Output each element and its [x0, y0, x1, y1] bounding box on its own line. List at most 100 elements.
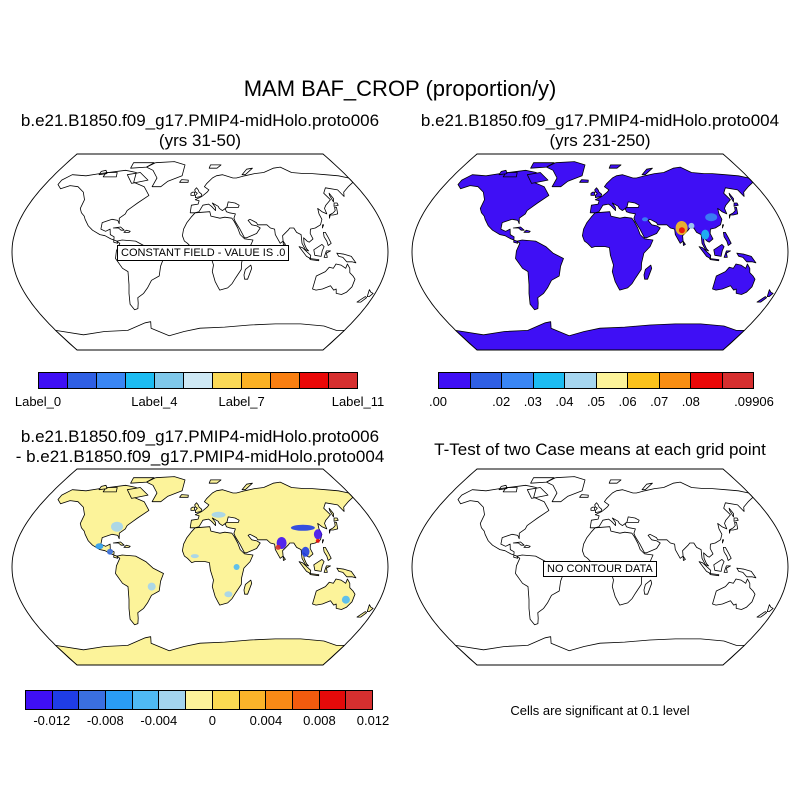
- coastline-ireland: [590, 506, 595, 511]
- coastline-baffin: [526, 487, 549, 499]
- panel-title-bottom-right: T-Test of two Case means at each grid po…: [400, 440, 800, 460]
- colorbar-tick-label: 0: [208, 713, 216, 728]
- constant-field-message: CONSTANT FIELD - VALUE IS .0: [117, 245, 290, 261]
- coastline-sakhalin: [328, 507, 334, 518]
- colorbar-cell: [68, 373, 97, 388]
- colorbar-tick-label: Label_7: [218, 394, 265, 409]
- coastline-iceland: [579, 179, 589, 183]
- colorbar-cell: [533, 373, 565, 388]
- coastline-banks-isl: [98, 169, 108, 176]
- coastline-baffin: [126, 172, 149, 184]
- cell-mexico: [95, 543, 104, 550]
- colorbar-cell: [346, 691, 372, 709]
- coastline-sulawesi: [323, 250, 331, 258]
- coastline-sri-lanka: [282, 240, 286, 246]
- map-border: [411, 153, 789, 351]
- coastline-hokkaido: [733, 517, 739, 522]
- cell-us-east: [111, 521, 123, 532]
- coastline-svalbard: [208, 164, 222, 169]
- coastline-new-guinea: [336, 567, 357, 579]
- coastline-north-america: [57, 484, 150, 559]
- coastline-madagascar: [243, 264, 253, 280]
- colorbar-tick-label: .06: [618, 394, 637, 409]
- coastline-antarctica: [55, 636, 345, 665]
- coastline-borneo: [313, 244, 325, 257]
- colorbar-cell: [159, 691, 187, 709]
- coastline-iceland: [579, 494, 589, 498]
- colorbar-cell: [565, 373, 597, 388]
- colorbar-tick-label: .00: [428, 394, 448, 409]
- colorbar-cell: [213, 373, 242, 388]
- coastline-new-guinea: [336, 252, 357, 264]
- coastline-java: [709, 573, 720, 577]
- coastline-madagascar: [643, 264, 653, 280]
- colorbar-cell: [329, 373, 357, 388]
- cell-china: [705, 213, 718, 222]
- coastline-eurasia: [189, 166, 354, 252]
- coastline-baffin: [126, 487, 149, 499]
- coastline-taiwan: [322, 539, 324, 544]
- colorbar-cell: [292, 691, 320, 709]
- cell-east-china-pos: [315, 538, 320, 543]
- colorbar-cell: [212, 691, 240, 709]
- cell-africa-east: [233, 564, 240, 570]
- colorbar-tick-label: Label_11: [331, 394, 385, 409]
- coastline-north-america: [457, 484, 550, 559]
- colorbar-tick-label: -0.008: [86, 713, 124, 728]
- cell-india-core: [678, 227, 685, 234]
- coastline-cuba: [112, 226, 125, 231]
- coastline-australia: [712, 578, 756, 610]
- colorbar-bottom-left: [25, 690, 373, 710]
- coastline-ellesmere: [530, 477, 555, 484]
- coastline-banks-isl: [498, 484, 508, 491]
- coastline-ellesmere: [130, 162, 155, 169]
- colorbar-cell: [722, 373, 753, 388]
- coastline-hispaniola: [523, 544, 531, 548]
- coastline-africa: [182, 526, 254, 606]
- colorbar-cell: [39, 373, 68, 388]
- coastline-svalbard: [608, 479, 622, 484]
- coastline-australia: [312, 263, 356, 295]
- coastline-hispaniola: [123, 229, 131, 233]
- coastline-philippines: [723, 547, 732, 561]
- colorbar-cell: [126, 373, 155, 388]
- colorbar-tick-label: 0.004: [249, 713, 283, 728]
- colorbar-cell: [470, 373, 502, 388]
- coastline-antarctica: [455, 321, 745, 350]
- colorbar-tick-label: 0.012: [356, 713, 390, 728]
- panel-title-line2: - b.e21.B1850.f09_g17.PMIP4-midHolo.prot…: [15, 447, 385, 466]
- coastline-ireland: [590, 191, 595, 196]
- map-border: [11, 153, 389, 351]
- cell-india-pos: [275, 544, 281, 550]
- coastline-australia: [712, 263, 756, 295]
- coastline-ireland: [190, 191, 195, 196]
- coastline-novaya-zemlya: [641, 482, 653, 491]
- colorbar-cell: [596, 373, 628, 388]
- coastline-greenland: [546, 476, 586, 503]
- coastline-new-zealand-n: [366, 289, 374, 297]
- coastline-sakhalin: [728, 192, 734, 203]
- cell-europe: [211, 511, 226, 518]
- coastline-new-guinea: [736, 252, 757, 264]
- colorbar-tick-label: -0.012: [33, 713, 71, 728]
- cell-china-belt: [290, 524, 315, 531]
- panel-title-line1: b.e21.B1850.f09_g17.PMIP4-midHolo.proto0…: [20, 427, 380, 446]
- colorbar-cell: [691, 373, 723, 388]
- figure-title: MAM BAF_CROP (proportion/y): [243, 76, 557, 101]
- coastline-ireland: [190, 506, 195, 511]
- cell-middle-east: [642, 217, 648, 222]
- cell-se-asia: [301, 546, 310, 557]
- colorbar-cell: [186, 691, 213, 709]
- coastline-ellesmere: [530, 162, 555, 169]
- coastline-philippines: [323, 232, 332, 246]
- colorbar-cell: [628, 373, 660, 388]
- colorbar-cell: [26, 691, 53, 709]
- coastline-greenland: [146, 476, 186, 503]
- coastline-cuba: [512, 226, 525, 231]
- map-border: [411, 468, 789, 666]
- coastline-great-britain: [594, 502, 603, 513]
- coastline-sulawesi: [323, 565, 331, 573]
- coastline-sumatra: [298, 561, 312, 574]
- coastline-taiwan: [322, 224, 324, 229]
- coastline-java: [709, 258, 720, 262]
